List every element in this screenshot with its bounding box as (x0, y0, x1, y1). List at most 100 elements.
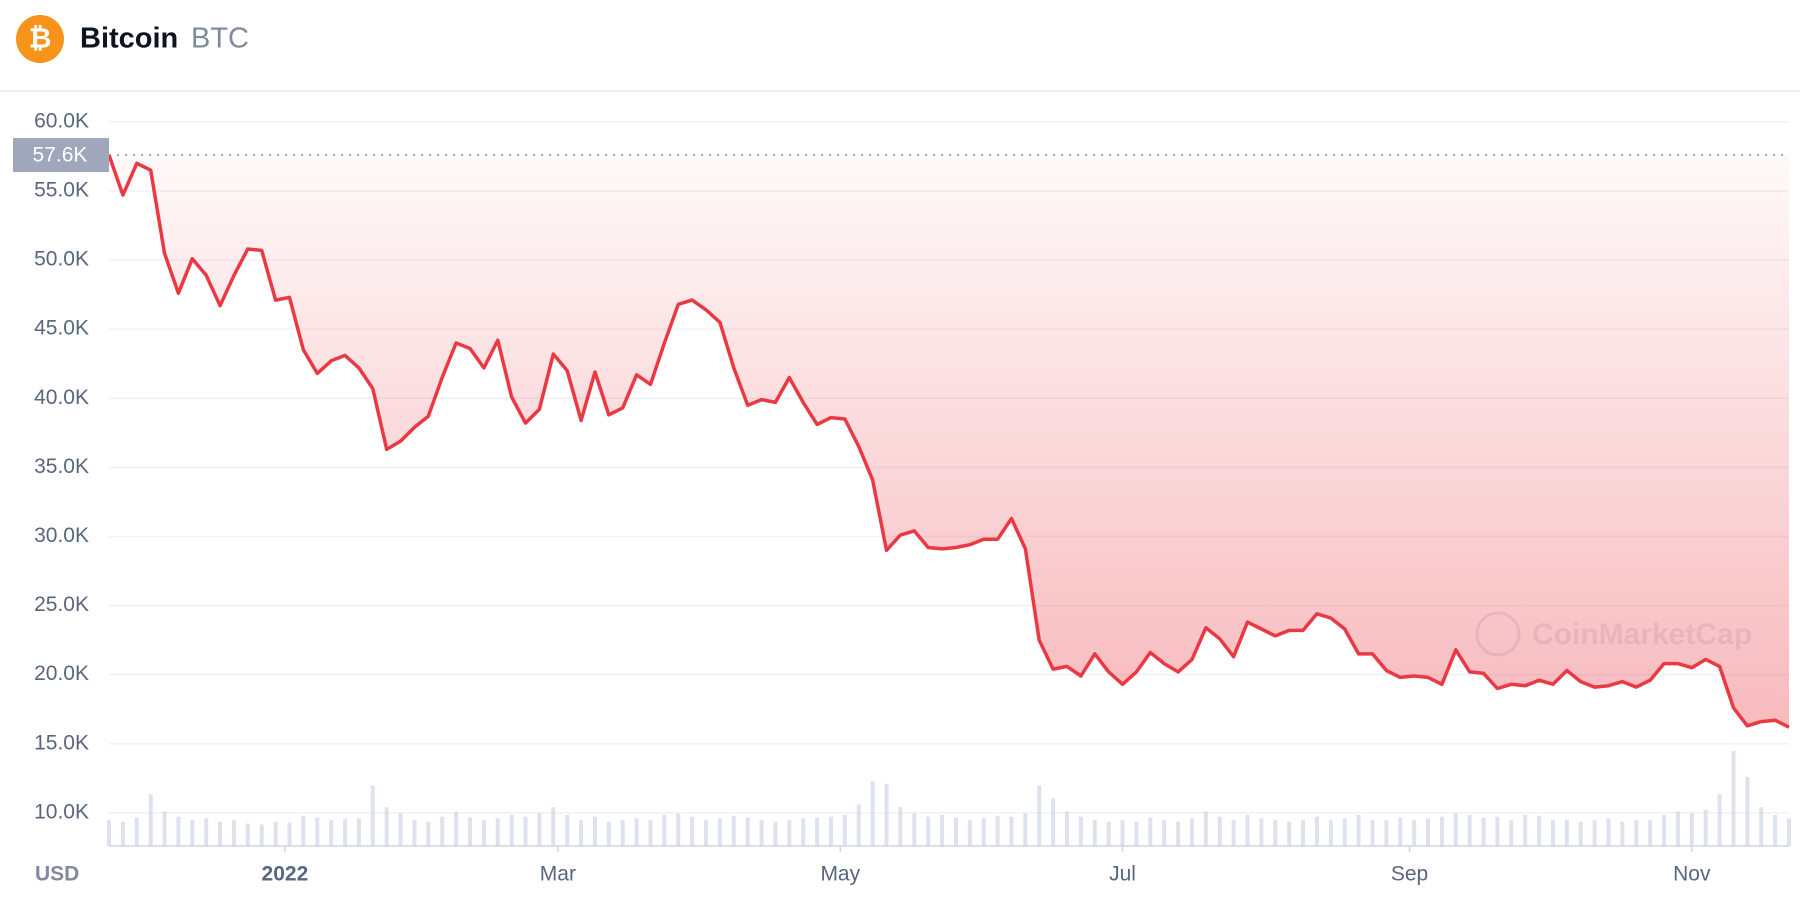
volume-bar (467, 817, 472, 846)
volume-bar (1065, 811, 1070, 846)
volume-bar (1773, 814, 1778, 846)
volume-bar (1189, 818, 1194, 846)
y-tick-label: 25.0K (34, 593, 89, 616)
volume-bar (1412, 820, 1417, 846)
volume-bar (1439, 816, 1444, 846)
y-tick-label: 10.0K (34, 800, 89, 823)
volume-bar (1203, 811, 1208, 846)
volume-bar (995, 815, 1000, 846)
volume-bar (634, 818, 639, 846)
volume-bar (273, 821, 278, 846)
volume-bar (759, 820, 764, 846)
y-tick-label: 15.0K (34, 731, 89, 754)
coin-icon (16, 15, 64, 63)
volume-bar (301, 815, 306, 846)
volume-bar (384, 807, 389, 846)
volume-bar (1134, 821, 1139, 846)
volume-bar (523, 816, 528, 846)
volume-bar (162, 811, 167, 846)
volume-bar (898, 807, 903, 846)
volume-bar (704, 820, 709, 846)
volume-bar (1398, 817, 1403, 846)
volume-bar (1328, 820, 1333, 846)
volume-bar (1051, 798, 1056, 846)
volume-bar (1689, 813, 1694, 846)
volume-bar (717, 818, 722, 846)
volume-bar (842, 814, 847, 846)
y-tick-label: 30.0K (34, 524, 89, 547)
volume-bar (1009, 816, 1014, 846)
volume-bar (204, 818, 209, 846)
volume-bar (329, 820, 334, 846)
volume-bar (773, 821, 778, 846)
volume-bar (856, 804, 861, 846)
y-tick-label: 50.0K (34, 248, 89, 271)
volume-bar (1301, 820, 1306, 846)
x-tick-label: Sep (1391, 863, 1428, 886)
volume-bar (801, 818, 806, 846)
volume-bar (926, 816, 931, 846)
volume-bar (1078, 816, 1083, 846)
volume-bar (828, 816, 833, 846)
volume-bar (440, 816, 445, 846)
volume-bar (579, 820, 584, 846)
volume-bar (495, 818, 500, 846)
volume-bar (1634, 820, 1639, 846)
volume-bar (1481, 817, 1486, 846)
volume-bar (1745, 776, 1750, 846)
x-tick-label: 2022 (262, 863, 309, 886)
volume-bar (1426, 818, 1431, 846)
volume-bar (592, 816, 597, 846)
volume-bar (537, 813, 542, 846)
volume-bar (120, 821, 125, 846)
volume-bar (1787, 818, 1791, 846)
volume-bar (1231, 820, 1236, 846)
reference-label: 57.6K (33, 144, 88, 167)
volume-bar (134, 817, 139, 846)
volume-bar (1245, 814, 1250, 846)
volume-bar (1342, 818, 1347, 846)
volume-bar (1176, 821, 1181, 846)
volume-bar (1287, 821, 1292, 846)
price-line (107, 154, 1790, 729)
volume-bar (231, 820, 236, 846)
volume-bar (398, 813, 403, 846)
volume-bar (315, 817, 320, 846)
volume-bar (509, 814, 514, 846)
y-tick-label: 45.0K (34, 317, 89, 340)
x-tick-label: Mar (540, 863, 576, 886)
coin-symbol: BTC (191, 23, 249, 55)
coin-icon-glyph: ₿ (29, 22, 52, 53)
x-tick-label: Nov (1673, 863, 1711, 886)
volume-bar (870, 781, 875, 846)
volume-bar (1717, 794, 1722, 846)
volume-bar (690, 816, 695, 846)
volume-bar (1023, 813, 1028, 846)
volume-bar (1370, 820, 1375, 846)
volume-bar (912, 813, 917, 846)
volume-bar (940, 814, 945, 846)
volume-bar (662, 814, 667, 846)
volume-bar (967, 820, 972, 846)
volume-bar (620, 820, 625, 846)
volume-bar (648, 820, 653, 846)
volume-bar (1467, 814, 1472, 846)
volume-bar (287, 822, 292, 846)
volume-bar (454, 811, 459, 846)
volume-bar (481, 820, 486, 846)
volume-bar (343, 819, 348, 846)
volume-bar (1703, 809, 1708, 846)
volume-bar (1120, 820, 1125, 846)
volume-bar (1648, 820, 1653, 846)
volume-bar (218, 821, 223, 846)
x-tick-label: Jul (1109, 863, 1136, 886)
volume-bar (551, 807, 556, 846)
volume-bar (1523, 814, 1528, 846)
volume-bar (565, 814, 570, 846)
volume-bar (815, 817, 820, 846)
volume-bar (1675, 811, 1680, 846)
volume-bar (1620, 821, 1625, 846)
y-tick-label: 40.0K (34, 386, 89, 409)
